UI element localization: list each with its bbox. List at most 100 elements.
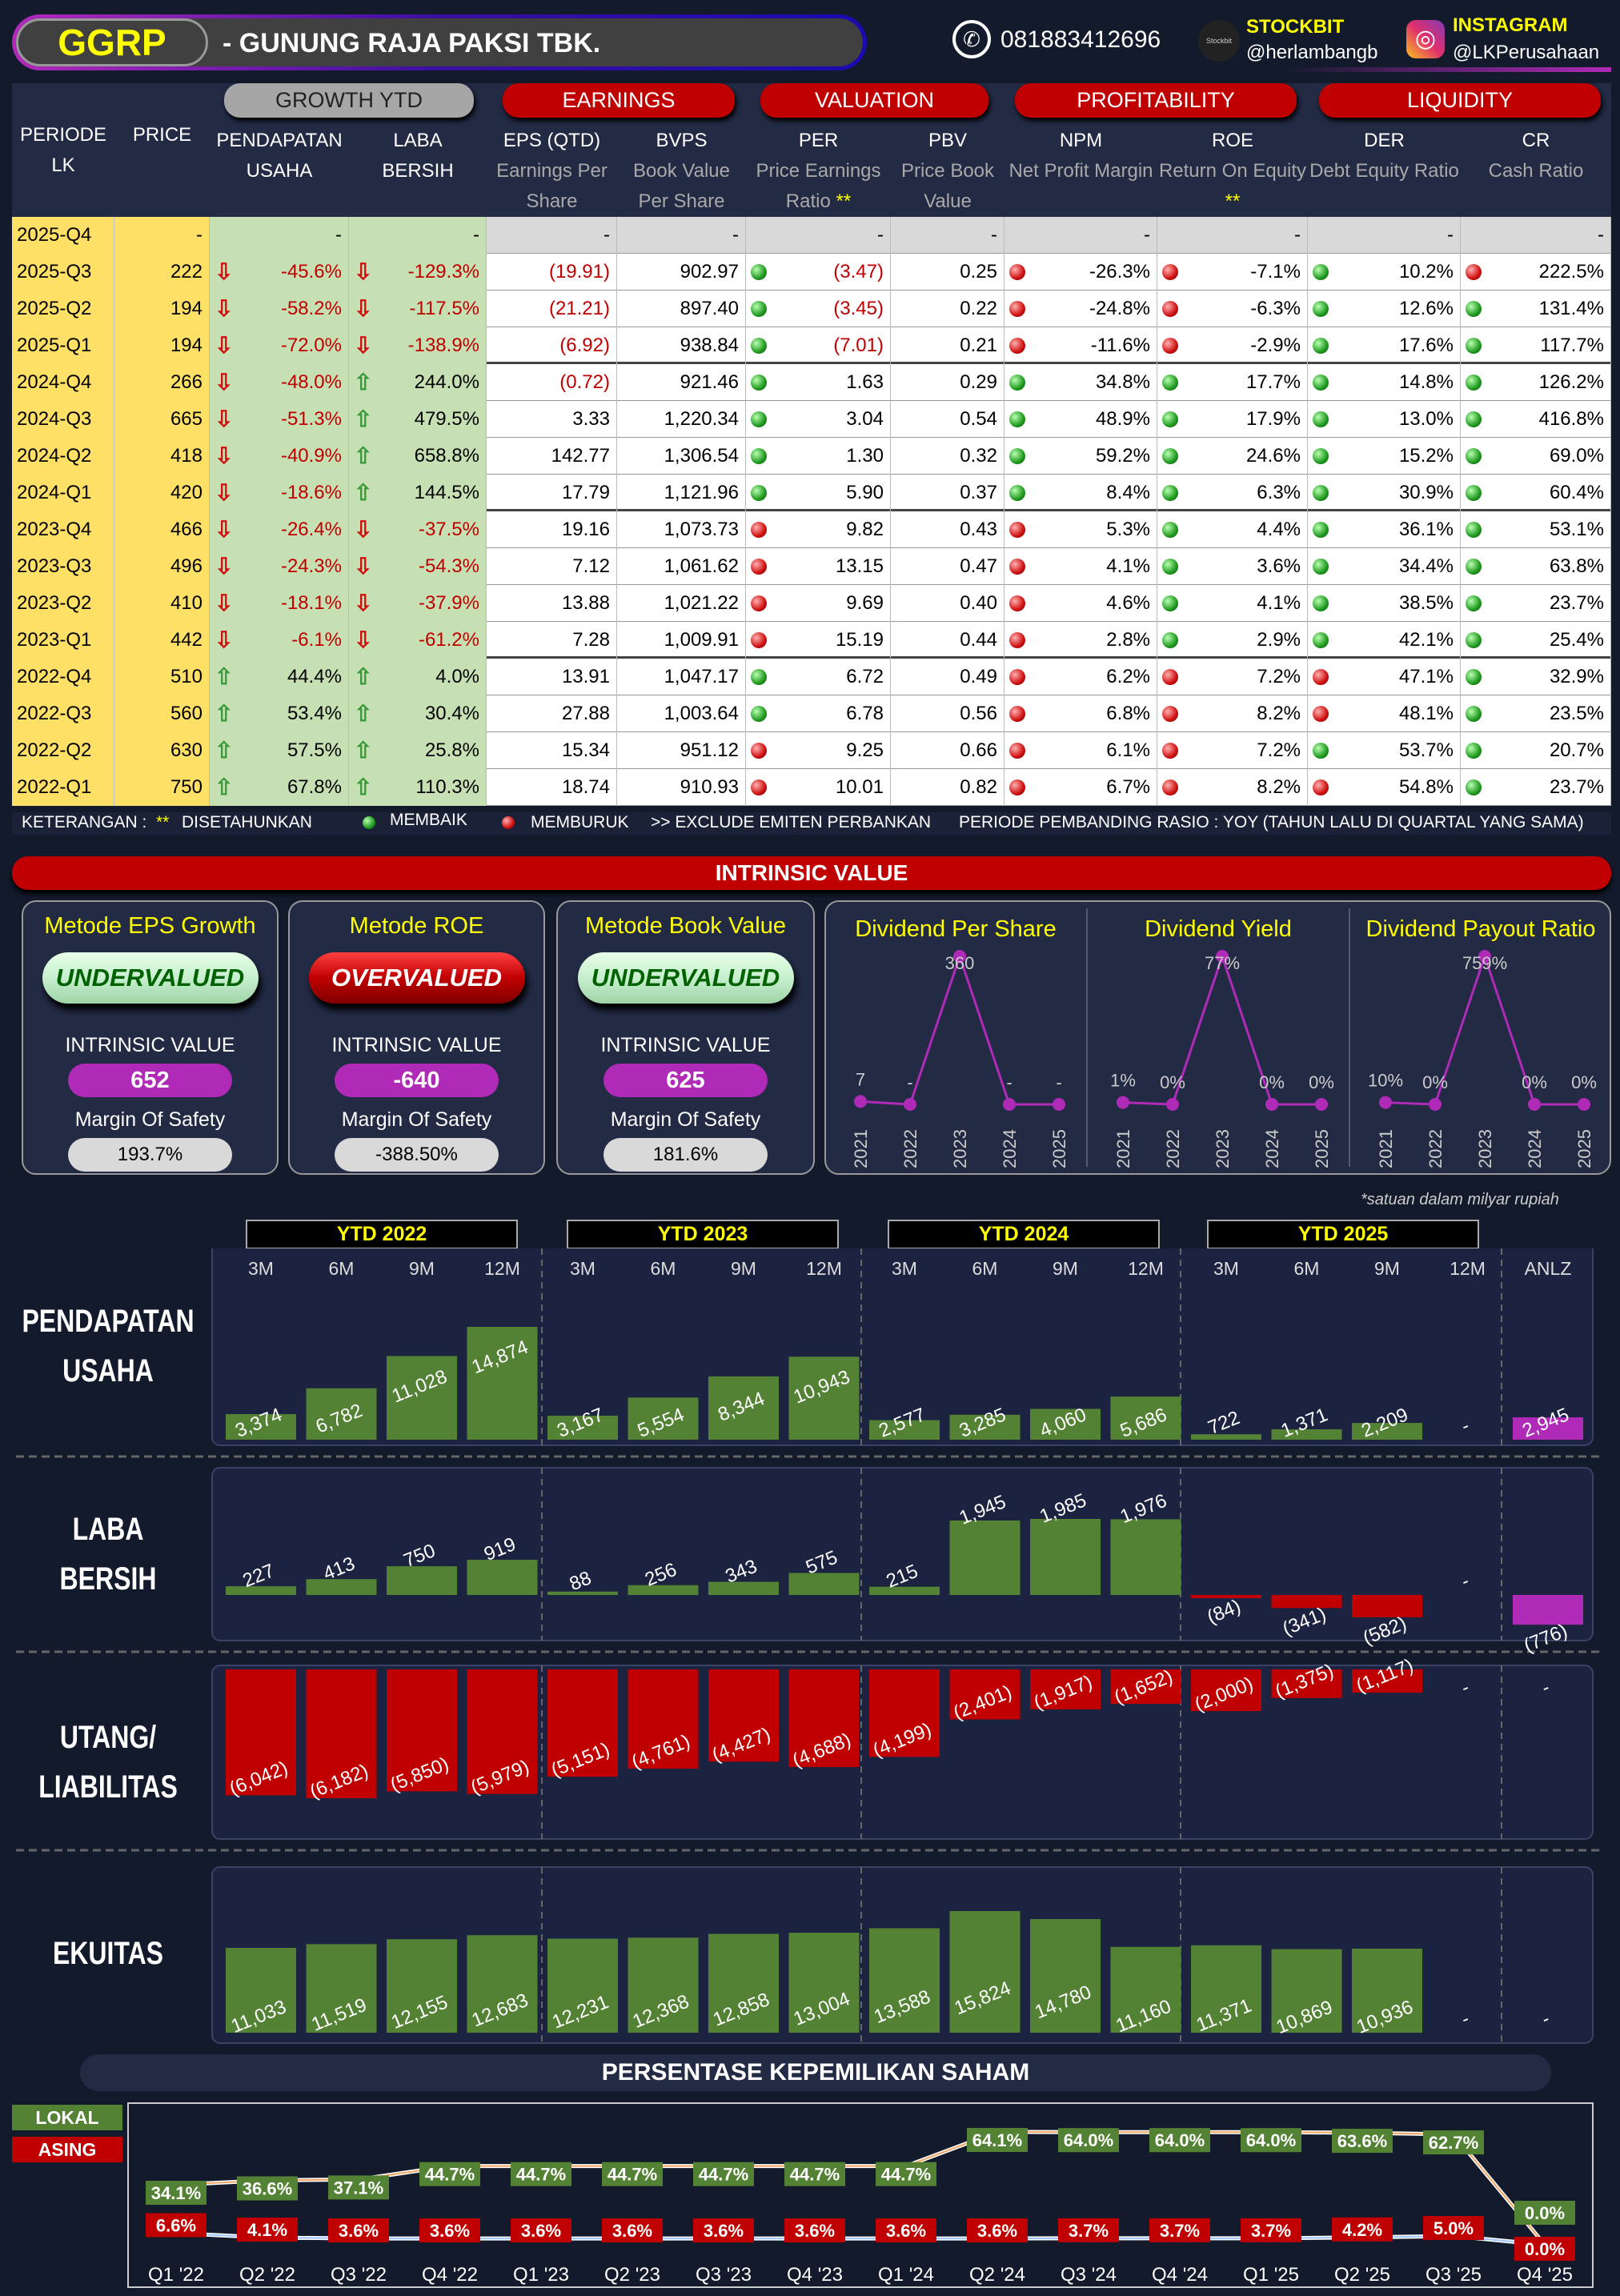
cell-pendapatan: -18.1% ⇩ bbox=[210, 585, 349, 622]
dividend-value-label: 7 bbox=[856, 1069, 865, 1089]
cell-price: 420 bbox=[114, 475, 210, 511]
arrow-up-icon: ⇧ bbox=[215, 738, 234, 763]
cell-npm: 59.2% bbox=[1004, 438, 1157, 475]
cell-cr: 20.7% bbox=[1461, 732, 1611, 769]
lokal-data-label: 44.7% bbox=[693, 2162, 754, 2186]
valuation-verdict: UNDERVALUED bbox=[42, 952, 259, 1004]
table-row: 2022-Q2 630 57.5% ⇧ 25.8% ⇧ 15.34 951.12 9.25 0.6… bbox=[12, 732, 1611, 769]
quarter-label: Q4 '22 bbox=[422, 2264, 478, 2286]
col-header-per: PER Price Earnings Ratio ** bbox=[756, 130, 881, 212]
cell-npm: 5.3% bbox=[1004, 511, 1157, 548]
red-dot-icon bbox=[1162, 669, 1178, 685]
bar bbox=[628, 1585, 699, 1595]
cell-periode: 2022-Q4 bbox=[12, 659, 114, 695]
dividend-chart-title: Dividend Yield bbox=[1145, 916, 1292, 942]
ownership-line-chart: 34.1% 36.6% 37.1% 44.7% 44.7% 44.7% 44.7% 44.7%… bbox=[127, 2102, 1594, 2288]
bar bbox=[1271, 1669, 1342, 1698]
cell-bvps: 951.12 bbox=[617, 732, 746, 769]
svg-text:44.7%: 44.7% bbox=[790, 2165, 840, 2185]
cell-per: 1.30 bbox=[746, 438, 891, 475]
col-header-pendapatan: PENDAPATAN USAHA bbox=[216, 130, 343, 182]
lokal-data-label: 62.7% bbox=[1423, 2130, 1484, 2155]
valuation-verdict: OVERVALUED bbox=[308, 952, 525, 1004]
lokal-data-label: 64.0% bbox=[1058, 2128, 1119, 2153]
dividend-year-label: 2021 bbox=[1113, 1129, 1133, 1168]
bar bbox=[949, 1414, 1021, 1440]
period-column-label: 3M bbox=[570, 1258, 595, 1279]
svg-text:0.0%: 0.0% bbox=[1525, 2203, 1565, 2223]
cell-roe: 7.2% bbox=[1157, 659, 1308, 695]
cell-price: 442 bbox=[114, 622, 210, 659]
dividend-point bbox=[1117, 1096, 1129, 1109]
cell-per: (7.01) bbox=[746, 327, 891, 364]
green-dot-icon bbox=[1162, 411, 1178, 427]
svg-text:3.6%: 3.6% bbox=[795, 2221, 835, 2241]
dividend-value-label: - bbox=[907, 1072, 912, 1092]
green-dot-icon bbox=[751, 301, 767, 317]
cell-bvps: 897.40 bbox=[617, 291, 746, 327]
phone-number[interactable]: 081883412696 bbox=[1000, 26, 1161, 53]
cell-pendapatan: -6.1% ⇩ bbox=[210, 622, 349, 659]
instagram-handle[interactable]: @LKPerusahaan bbox=[1453, 42, 1600, 63]
red-dot-icon bbox=[1162, 338, 1178, 354]
arrow-up-icon: ⇧ bbox=[354, 407, 373, 431]
arrow-down-icon: ⇩ bbox=[215, 627, 234, 652]
lokal-data-label: 44.7% bbox=[511, 2162, 571, 2186]
bar bbox=[547, 1591, 618, 1595]
cell-roe: 4.4% bbox=[1157, 511, 1308, 548]
stockbit-handle[interactable]: @herlambangb bbox=[1246, 42, 1378, 63]
cell-pbv: 0.40 bbox=[891, 585, 1004, 622]
cell-cr: 69.0% bbox=[1461, 438, 1611, 475]
quarter-label: Q1 '23 bbox=[513, 2264, 569, 2286]
dividend-year-label: 2023 bbox=[950, 1129, 970, 1168]
col-header-roe: ROE Return On Equity ** bbox=[1158, 130, 1307, 212]
asing-data-label: 0.0% bbox=[1514, 2237, 1575, 2261]
bar bbox=[1271, 1429, 1342, 1440]
bar bbox=[1352, 1423, 1422, 1440]
quarter-label: Q3 '22 bbox=[331, 2264, 387, 2286]
svg-text:3.6%: 3.6% bbox=[612, 2221, 652, 2241]
red-dot-icon bbox=[751, 779, 767, 795]
cell-per: 6.72 bbox=[746, 659, 891, 695]
svg-text:3.6%: 3.6% bbox=[339, 2221, 379, 2241]
cell-pendapatan: 67.8% ⇧ bbox=[210, 769, 349, 806]
bar bbox=[1271, 1595, 1342, 1609]
dividend-line bbox=[1122, 952, 1321, 1106]
green-dot-icon bbox=[1466, 559, 1482, 575]
cell-pendapatan: -72.0% ⇩ bbox=[210, 327, 349, 364]
ticker-badge: GGRP bbox=[16, 18, 208, 66]
dividend-value-label: 77% bbox=[1205, 953, 1240, 973]
green-dot-icon bbox=[751, 264, 767, 280]
cell-pbv: 0.21 bbox=[891, 327, 1004, 364]
dividend-point bbox=[1265, 1098, 1278, 1111]
cell-cr: 23.7% bbox=[1461, 585, 1611, 622]
group-liquidity: LIQUIDITY bbox=[1319, 83, 1601, 118]
cell-periode: 2024-Q2 bbox=[12, 438, 114, 475]
asing-line-accent bbox=[175, 2232, 1546, 2246]
lokal-data-label: 63.6% bbox=[1332, 2129, 1393, 2154]
dividend-year-label: 2024 bbox=[1262, 1129, 1282, 1168]
red-dot-icon bbox=[1009, 522, 1025, 538]
quarter-label: Q2 '25 bbox=[1334, 2264, 1390, 2286]
intrinsic-card: Metode EPS Growth UNDERVALUED INTRINSIC VA… bbox=[22, 900, 279, 1175]
bar bbox=[306, 1944, 377, 2033]
cell-npm: -24.8% bbox=[1004, 291, 1157, 327]
quarter-label: Q4 '23 bbox=[787, 2264, 843, 2286]
svg-text:3.6%: 3.6% bbox=[977, 2221, 1017, 2241]
green-dot-icon bbox=[751, 338, 767, 354]
red-dot-icon bbox=[1466, 264, 1482, 280]
lokal-data-label: 64.0% bbox=[1149, 2128, 1210, 2153]
arrow-down-icon: ⇩ bbox=[215, 443, 234, 468]
asing-data-label: 3.6% bbox=[784, 2218, 845, 2243]
table-row: 2025-Q3 222 -45.6% ⇩ -129.3% ⇩ (19.91) 902.97 (3… bbox=[12, 254, 1611, 291]
bar bbox=[467, 1327, 538, 1440]
cell-pbv: - bbox=[891, 217, 1004, 254]
dividend-year-label: 2023 bbox=[1213, 1129, 1233, 1168]
cell-per: 15.19 bbox=[746, 622, 891, 659]
red-dot-icon bbox=[751, 559, 767, 575]
green-dot-icon bbox=[1466, 375, 1482, 391]
green-dot-icon bbox=[1162, 485, 1178, 501]
cell-cr: 23.5% bbox=[1461, 695, 1611, 732]
dividend-value-label: 1% bbox=[1110, 1071, 1136, 1091]
green-dot-icon bbox=[1466, 485, 1482, 501]
